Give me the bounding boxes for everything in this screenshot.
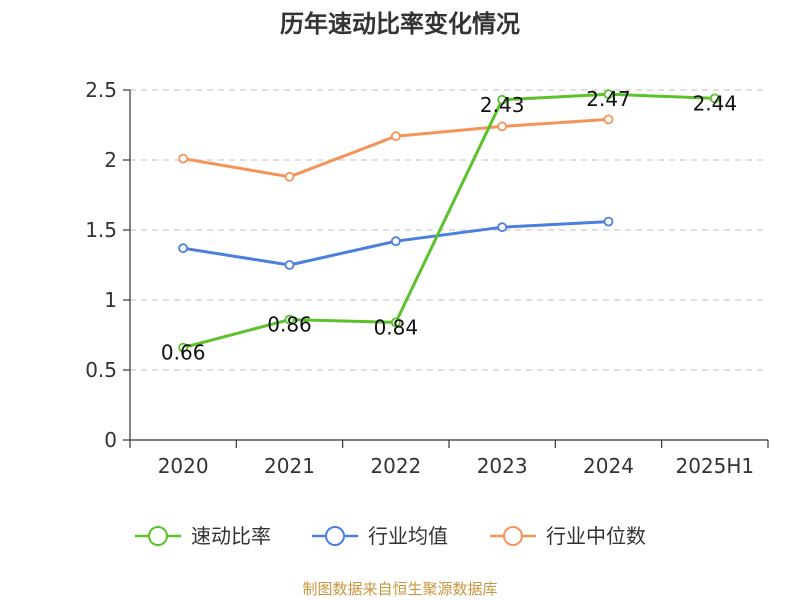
data-labels: 0.66 0.86 0.84 2.43 2.47 2.44 (161, 87, 737, 364)
x-tick-label: 2024 (583, 454, 634, 478)
data-point (603, 216, 614, 227)
x-tick-label: 2025H1 (675, 454, 754, 478)
data-label: 2.44 (693, 91, 738, 115)
legend-marker (148, 526, 168, 546)
axes: 0 0.5 1 1.5 2 2.5 2020 2021 2022 2023 2024 2025H1 (85, 78, 769, 478)
data-point (284, 314, 295, 325)
data-point (497, 222, 508, 233)
x-tick-label: 2023 (477, 454, 528, 478)
chart-title: 历年速动比率变化情况 (280, 10, 520, 38)
y-tick-label: 2.5 (85, 78, 117, 102)
grid (130, 89, 768, 371)
data-point (390, 236, 401, 247)
data-point (390, 317, 401, 328)
data-point (709, 93, 720, 104)
y-tick-label: 1.5 (85, 218, 117, 242)
data-label: 0.86 (267, 313, 312, 337)
data-label: 0.66 (161, 341, 206, 365)
series-line (182, 92, 715, 350)
data-point (603, 114, 614, 125)
legend-label: 行业中位数 (546, 524, 646, 548)
y-tick-label: 0.5 (85, 358, 117, 382)
x-tick-label: 2020 (158, 454, 209, 478)
data-point (284, 171, 295, 182)
data-point (497, 94, 508, 105)
legend-marker (503, 526, 523, 546)
legend-label: 行业均值 (368, 524, 448, 548)
data-point (178, 243, 189, 254)
legend-marker (325, 526, 345, 546)
series-line (182, 117, 609, 179)
legend-label: 速动比率 (191, 524, 271, 548)
y-tick-label: 2 (104, 148, 117, 172)
data-point (390, 131, 401, 142)
x-tick-label: 2022 (370, 454, 421, 478)
data-label: 2.47 (586, 87, 631, 111)
data-label: 0.84 (374, 315, 419, 339)
y-tick-label: 0 (104, 428, 117, 452)
data-label: 2.43 (480, 93, 525, 117)
data-point (178, 342, 189, 353)
x-tick-label: 2021 (264, 454, 315, 478)
data-point (178, 153, 189, 164)
data-point (284, 260, 295, 270)
legend: 速动比率 行业均值 行业中位数 (135, 524, 646, 548)
data-point (603, 89, 614, 100)
source-note: 制图数据来自恒生聚源数据库 (302, 580, 497, 598)
y-tick-label: 1 (104, 288, 117, 312)
data-point (497, 121, 508, 132)
series-layer (178, 89, 720, 353)
